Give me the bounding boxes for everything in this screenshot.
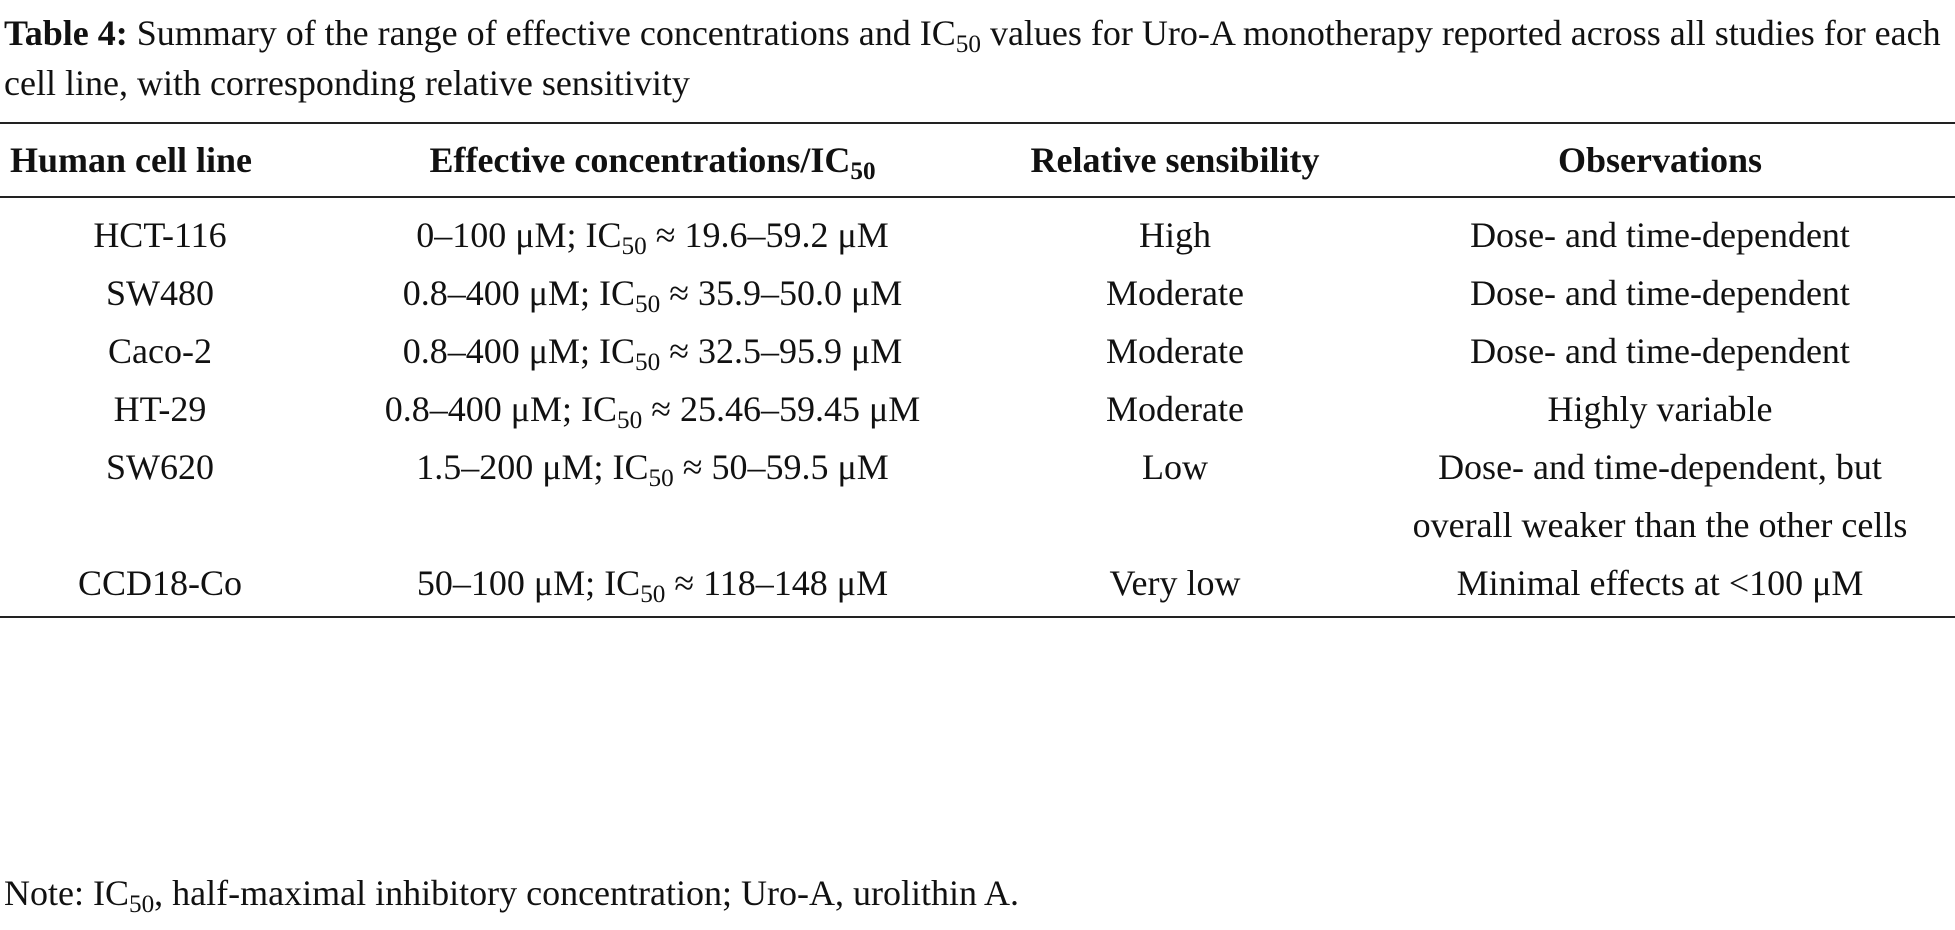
note-text-b: , half-maximal inhibitory concentration;… bbox=[154, 873, 1019, 913]
table-row: HT-29 0.8–400 μM; IC50 ≈ 25.46–59.45 μM … bbox=[0, 380, 1955, 438]
cell-concentration: 0.8–400 μM; IC50 ≈ 25.46–59.45 μM bbox=[320, 380, 985, 438]
caption-text-b: values for Uro-A monotherapy reported ac… bbox=[4, 13, 1941, 103]
cell-concentration: 0.8–400 μM; IC50 ≈ 32.5–95.9 μM bbox=[320, 322, 985, 380]
observations-text: Dose- and time-dependent, but overall we… bbox=[1412, 447, 1908, 545]
cell-observations: Highly variable bbox=[1547, 389, 1773, 429]
table-row: Caco-2 0.8–400 μM; IC50 ≈ 32.5–95.9 μM M… bbox=[0, 322, 1955, 380]
cell-sensibility: Moderate bbox=[1106, 331, 1244, 371]
cell-observations: Dose- and time-dependent bbox=[1470, 215, 1850, 255]
cell-line: SW620 bbox=[106, 447, 214, 487]
cell-observations: Dose- and time-dependent, but overall we… bbox=[1365, 438, 1955, 554]
concentration-text: 0.8–400 μM; IC50 ≈ 25.46–59.45 μM bbox=[384, 389, 921, 435]
header-relative-sensibility: Relative sensibility bbox=[1030, 140, 1320, 180]
concentration-text: 0–100 μM; IC50 ≈ 19.6–59.2 μM bbox=[416, 215, 889, 261]
cell-observations: Dose- and time-dependent bbox=[1470, 273, 1850, 313]
summary-table: Human cell line Effective concentrations… bbox=[0, 122, 1955, 618]
header-effective-concentrations: Effective concentrations/IC50 bbox=[320, 123, 985, 197]
concentration-text: 0.8–400 μM; IC50 ≈ 32.5–95.9 μM bbox=[402, 331, 903, 377]
header-effective-text: Effective concentrations/IC bbox=[429, 140, 851, 180]
cell-concentration: 1.5–200 μM; IC50 ≈ 50–59.5 μM bbox=[320, 438, 985, 554]
header-effective-subscript: 50 bbox=[850, 158, 876, 186]
cell-line: HT-29 bbox=[113, 389, 207, 429]
concentration-text: 1.5–200 μM; IC50 ≈ 50–59.5 μM bbox=[416, 447, 889, 493]
table-row: SW620 1.5–200 μM; IC50 ≈ 50–59.5 μM Low … bbox=[0, 438, 1955, 554]
caption-text: Summary of the range of effective concen… bbox=[4, 13, 1941, 103]
cell-sensibility: Very low bbox=[1109, 563, 1241, 603]
caption-subscript: 50 bbox=[955, 31, 981, 59]
cell-concentration: 50–100 μM; IC50 ≈ 118–148 μM bbox=[320, 554, 985, 617]
table-header-row: Human cell line Effective concentrations… bbox=[0, 123, 1955, 197]
cell-sensibility: Moderate bbox=[1106, 389, 1244, 429]
cell-line: HCT-116 bbox=[93, 215, 227, 255]
header-observations: Observations bbox=[1557, 140, 1762, 180]
cell-sensibility: High bbox=[1139, 215, 1211, 255]
table-row: SW480 0.8–400 μM; IC50 ≈ 35.9–50.0 μM Mo… bbox=[0, 264, 1955, 322]
table-caption: Table 4: Summary of the range of effecti… bbox=[4, 8, 1949, 108]
concentration-text: 0.8–400 μM; IC50 ≈ 35.9–50.0 μM bbox=[402, 273, 903, 319]
table-row: HCT-116 0–100 μM; IC50 ≈ 19.6–59.2 μM Hi… bbox=[0, 197, 1955, 264]
table-row: CCD18-Co 50–100 μM; IC50 ≈ 118–148 μM Ve… bbox=[0, 554, 1955, 617]
cell-line: SW480 bbox=[106, 273, 214, 313]
header-cell-line: Human cell line bbox=[10, 140, 252, 180]
cell-concentration: 0.8–400 μM; IC50 ≈ 35.9–50.0 μM bbox=[320, 264, 985, 322]
cell-observations: Dose- and time-dependent bbox=[1470, 331, 1850, 371]
caption-text-a: Summary of the range of effective concen… bbox=[136, 13, 956, 53]
cell-sensibility: Moderate bbox=[1106, 273, 1244, 313]
cell-concentration: 0–100 μM; IC50 ≈ 19.6–59.2 μM bbox=[320, 197, 985, 264]
caption-label: Table 4: bbox=[4, 13, 128, 53]
cell-sensibility: Low bbox=[1142, 447, 1208, 487]
concentration-text: 50–100 μM; IC50 ≈ 118–148 μM bbox=[416, 563, 889, 609]
cell-observations: Minimal effects at <100 μM bbox=[1456, 563, 1864, 603]
cell-line: CCD18-Co bbox=[77, 563, 243, 603]
note-text-a: Note: IC bbox=[4, 873, 129, 913]
table-note: Note: IC50, half-maximal inhibitory conc… bbox=[4, 870, 1019, 919]
note-subscript: 50 bbox=[128, 891, 155, 919]
cell-line: Caco-2 bbox=[108, 331, 212, 371]
